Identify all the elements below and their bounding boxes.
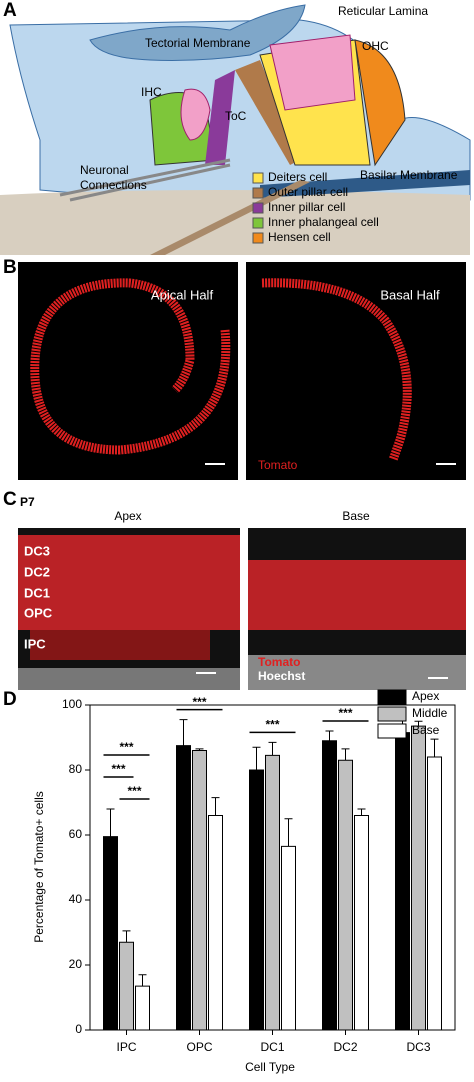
label: Reticular Lamina [338,4,428,18]
outer-pillar [235,60,300,165]
label: IHC [141,85,162,99]
tomato-signal [30,278,231,455]
y-tick-label: 80 [69,762,83,776]
x-axis-title: Cell Type [245,1060,295,1074]
tomato-band [248,560,466,630]
row-label: DC2 [24,564,50,579]
nerve [59,158,231,202]
stain-label: Tomato [258,458,298,472]
legend-label: Inner phalangeal cell [268,215,379,229]
x-tick-label: DC3 [406,1040,430,1054]
y-tick-label: 0 [75,1022,82,1036]
legend-label: Apex [412,689,439,703]
image-title: Base [342,509,370,523]
legend-label: Outer pillar cell [268,185,348,199]
y-tick-label: 20 [69,957,83,971]
legend-swatch [377,706,407,722]
label: Tectorial Membrane [145,36,251,50]
tomato-signal [261,278,412,462]
bar [208,815,223,1031]
tectorial-membrane-shape [89,4,306,61]
significance-label: *** [192,695,206,709]
legend-swatch [377,723,407,739]
panel-b: B Apical Half Basal Half Tomato [3,257,466,480]
label: Connections [80,178,147,192]
stain-label: Hoechst [258,669,305,683]
legend-swatch [252,187,264,199]
legend-swatch [252,232,264,244]
significance-label: *** [338,706,352,720]
panel-letter: B [3,257,17,278]
bar [338,759,353,1031]
bar [249,769,264,1031]
significance-label: *** [265,718,279,732]
row-label: OPC [24,605,53,620]
legend-label: Hensen cell [268,230,331,244]
legend-label: Inner pillar cell [268,200,345,214]
significance-label: *** [127,784,141,798]
legend-swatch [252,217,264,229]
bar [103,836,118,1031]
significance-label: *** [111,762,125,776]
x-tick-label: DC2 [333,1040,357,1054]
legend-swatch [377,689,407,705]
bar [192,750,207,1031]
age-label: P7 [20,495,35,509]
bar [322,740,337,1031]
bar [119,941,134,1031]
bar [281,845,296,1031]
y-tick-label: 100 [62,697,82,711]
bar [427,756,442,1031]
legend-swatch [252,202,264,214]
x-tick-label: IPC [116,1040,136,1054]
row-label: DC1 [24,585,50,600]
row-label: IPC [24,636,46,651]
legend-label: Deiters cell [268,170,327,184]
image-label: Apical Half [151,287,214,302]
panel-letter: D [3,689,17,710]
panel-letter: A [3,0,17,21]
legend-label: Base [412,723,440,737]
nuclei [248,655,466,690]
bone [0,190,470,255]
bar [135,985,150,1031]
bar [265,754,280,1031]
bar [395,732,410,1031]
ohc-shape [269,34,356,111]
bar [176,745,191,1031]
bar [411,725,426,1031]
stain-label: Tomato [258,655,300,669]
hensen [354,39,406,167]
label: Neuronal [80,163,129,177]
x-tick-label: DC1 [260,1040,284,1054]
basilar-membrane-shape [260,170,470,198]
legend-swatch [252,172,264,184]
tomato-band [30,630,210,660]
row-label: DC3 [24,543,50,558]
label: Basilar Membrane [360,168,458,182]
label: ToC [225,109,247,123]
y-tick-label: 60 [69,827,83,841]
x-tick-label: OPC [186,1040,212,1054]
label: OHC [362,39,389,53]
y-tick-label: 40 [69,892,83,906]
image-title: Apex [114,509,141,523]
image-label: Basal Half [380,287,440,302]
tomato-band [18,535,240,630]
panel-d: D Cell Type Percentage of Tomato+ cells … [3,689,456,1074]
ihc-shape [180,88,211,141]
panel-a: A Tectorial Membrane Reticular Lamina OH… [0,0,471,255]
legend-label: Middle [412,706,448,720]
inner-pillar [205,70,235,165]
panel-letter: C [3,489,17,510]
bar [354,815,369,1031]
panel-c: C P7 Apex Base DC3 DC2 DC1 OPC IPC Tomat… [3,489,466,690]
lamina [150,180,310,255]
image [18,262,238,480]
y-axis-title: Percentage of Tomato+ cells [32,791,46,943]
nuclei [18,668,240,690]
significance-label: *** [119,740,133,754]
